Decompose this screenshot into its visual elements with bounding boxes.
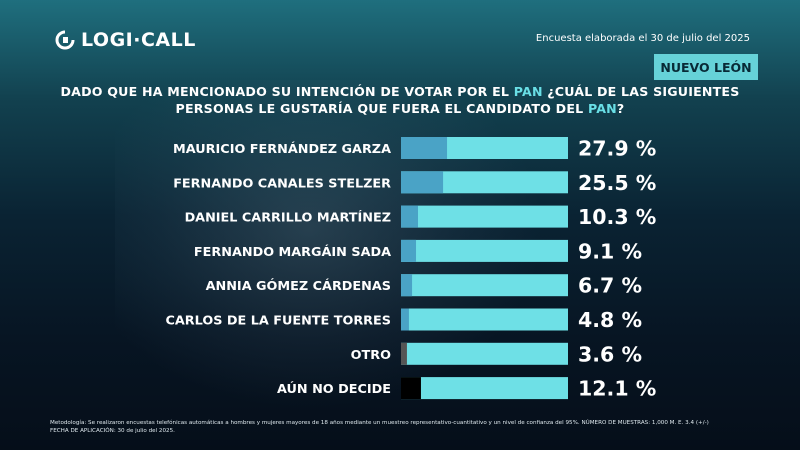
bar-value (401, 342, 407, 365)
bar-track (401, 205, 568, 228)
bar-value (401, 239, 417, 262)
party-highlight: PAN (587, 101, 617, 116)
bar-value (401, 171, 444, 194)
application-date-line: FECHA DE APLICACIÓN: 30 de julio del 202… (50, 428, 175, 434)
methodology-line: Metodología: Se realizaron encuestas tel… (50, 420, 709, 426)
brand-name: LOGI·CALL (81, 29, 196, 51)
category-label: AÚN NO DECIDE (277, 381, 391, 397)
value-label: 3.6 % (578, 342, 642, 366)
question-title: DADO QUE HA MENCIONADO SU INTENCIÓN DE V… (30, 83, 770, 117)
value-label: 6.7 % (578, 274, 642, 298)
value-label: 4.8 % (578, 308, 642, 332)
category-label: ANNIA GÓMEZ CÁRDENAS (206, 278, 391, 294)
bar-track (401, 239, 568, 262)
category-label: CARLOS DE LA FUENTE TORRES (165, 314, 391, 329)
bar-value (401, 308, 409, 331)
methodology-footnote: Metodología: Se realizaron encuestas tel… (50, 419, 770, 435)
question-line-2: PERSONAS LE GUSTARÍA QUE FUERA EL CANDID… (175, 101, 625, 116)
category-label: FERNANDO CANALES STELZER (173, 176, 391, 191)
party-highlight: PAN (513, 84, 543, 99)
bar-value (401, 274, 413, 297)
question-line-1: DADO QUE HA MENCIONADO SU INTENCIÓN DE V… (60, 84, 740, 99)
category-label: MAURICIO FERNÁNDEZ GARZA (173, 141, 391, 157)
region-badge: NUEVO LEÓN (654, 54, 758, 80)
bar-value (401, 137, 448, 159)
bar-track (401, 342, 568, 365)
bar-track (401, 377, 568, 400)
value-label: 27.9 % (578, 137, 656, 161)
logo: LOGI·CALL (55, 28, 196, 52)
bar-track (401, 274, 568, 297)
value-label: 12.1 % (578, 377, 656, 401)
survey-date: Encuesta elaborada el 30 de julio del 20… (535, 33, 750, 44)
value-label: 25.5 % (578, 171, 656, 195)
category-label: DANIEL CARRILLO MARTÍNEZ (185, 210, 391, 226)
bar-value (401, 377, 421, 400)
category-label: FERNANDO MARGÁIN SADA (194, 244, 391, 260)
category-label: OTRO (351, 348, 391, 363)
logo-icon (55, 30, 75, 50)
value-label: 9.1 % (578, 239, 642, 263)
bar-track (401, 308, 568, 331)
bar-value (401, 205, 418, 228)
value-label: 10.3 % (578, 205, 656, 229)
